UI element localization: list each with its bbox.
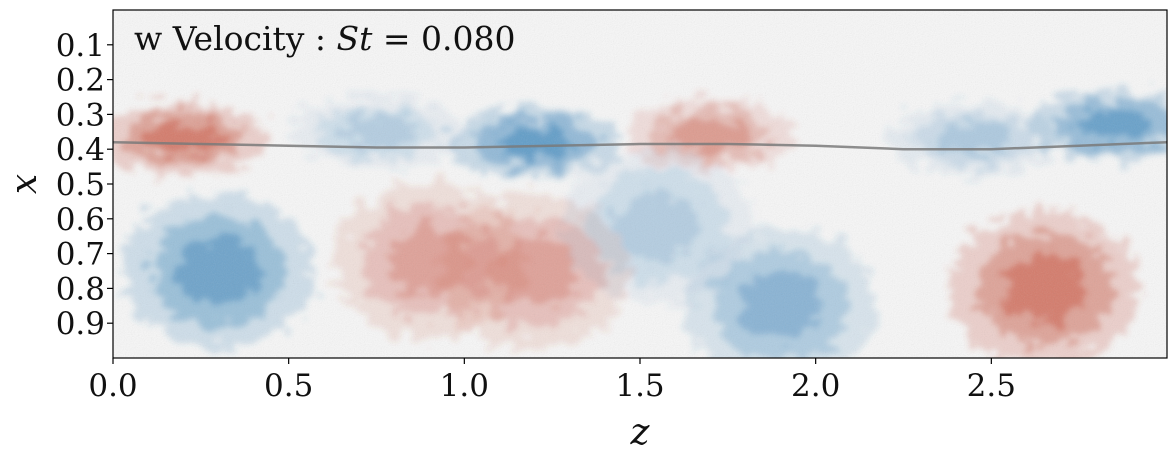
y-tick-label: 0.4 bbox=[56, 132, 105, 168]
title-suffix: = 0.080 bbox=[372, 19, 515, 58]
y-tick-label: 0.3 bbox=[56, 97, 105, 133]
interface-line bbox=[113, 140, 1167, 151]
plot-area bbox=[112, 9, 1168, 359]
x-tick-label: 2.5 bbox=[967, 368, 1016, 404]
x-tick-label: 1.5 bbox=[615, 368, 664, 404]
y-tick-label: 0.2 bbox=[56, 63, 105, 99]
x-axis-ticks: 0.0 0.5 1.0 1.5 2.0 2.5 bbox=[88, 358, 1016, 404]
chart-title: w Velocity : St = 0.080 bbox=[134, 19, 516, 58]
y-tick-label: 0.5 bbox=[56, 167, 105, 203]
title-prefix: w Velocity : bbox=[134, 19, 337, 58]
x-tick-label: 0.5 bbox=[264, 368, 313, 404]
y-tick-label: 0.6 bbox=[56, 202, 105, 238]
x-tick-label: 0.0 bbox=[88, 368, 137, 404]
x-axis-label: z bbox=[630, 412, 651, 453]
title-symbol: St bbox=[337, 19, 374, 58]
x-tick-label: 2.0 bbox=[791, 368, 840, 404]
x-tick-label: 1.0 bbox=[440, 368, 489, 404]
y-tick-label: 0.9 bbox=[56, 306, 105, 342]
noise-texture bbox=[113, 10, 1167, 358]
y-tick-label: 0.8 bbox=[56, 271, 105, 307]
y-axis-ticks: 0.10.20.30.40.50.60.70.80.9 bbox=[56, 28, 113, 342]
y-tick-label: 0.7 bbox=[56, 237, 105, 273]
y-tick-label: 0.1 bbox=[56, 28, 105, 64]
y-axis-label: x bbox=[4, 174, 45, 194]
